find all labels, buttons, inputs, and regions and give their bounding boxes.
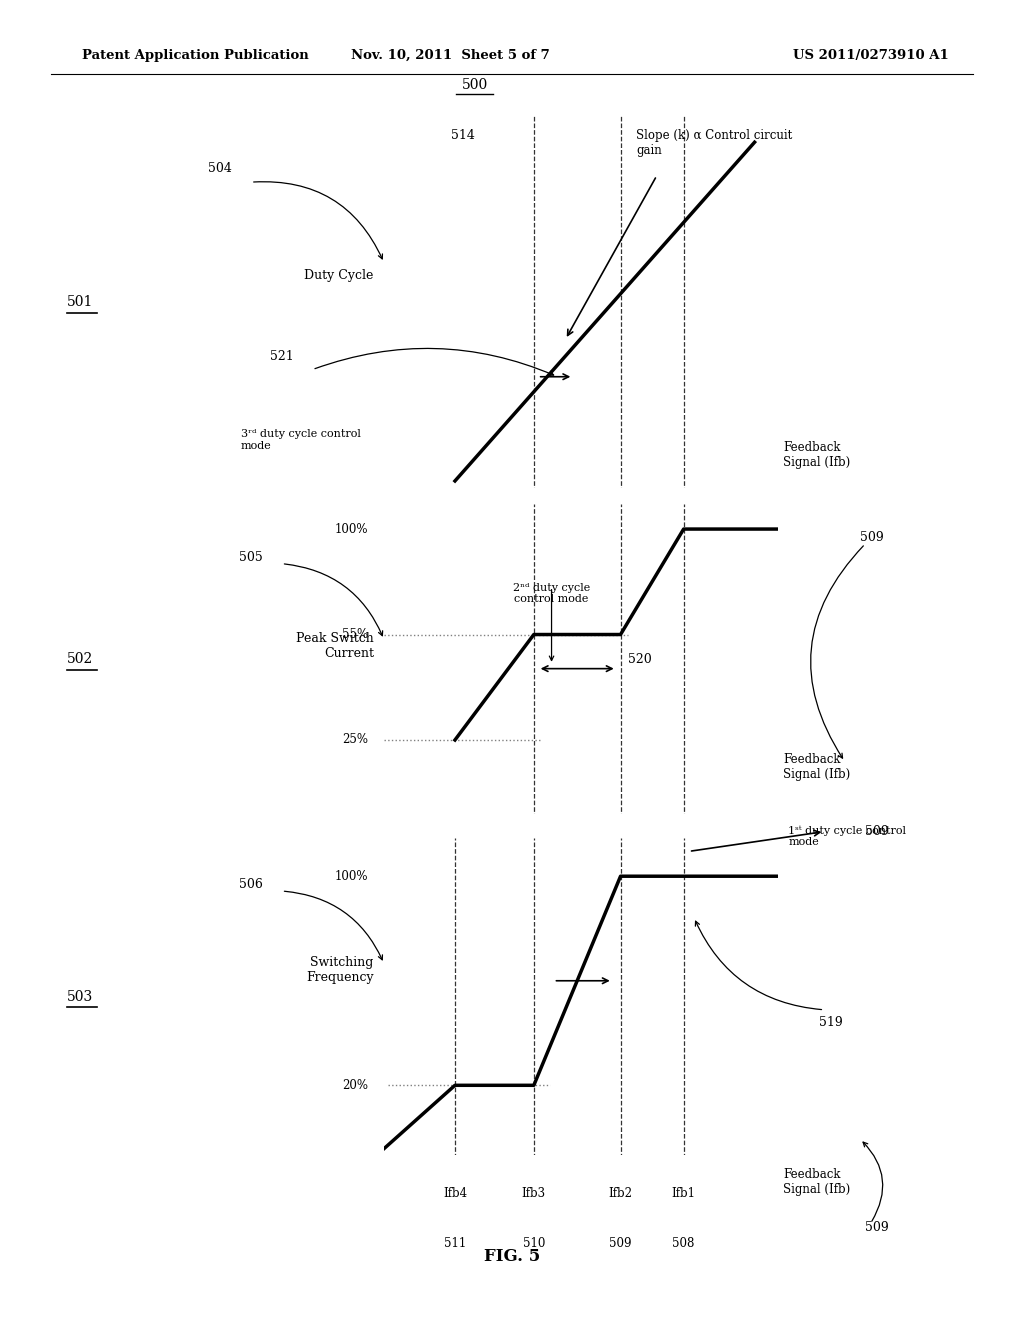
Text: Feedback
Signal (Ifb): Feedback Signal (Ifb) [783, 754, 851, 781]
Text: Nov. 10, 2011  Sheet 5 of 7: Nov. 10, 2011 Sheet 5 of 7 [351, 49, 550, 62]
Text: 509: 509 [860, 531, 884, 544]
Text: 20%: 20% [342, 1078, 369, 1092]
Text: Switching
Frequency: Switching Frequency [306, 956, 374, 985]
Text: Patent Application Publication: Patent Application Publication [82, 49, 308, 62]
Text: 520: 520 [629, 653, 652, 665]
Text: Ifb2: Ifb2 [608, 1187, 633, 1200]
Text: 100%: 100% [335, 523, 369, 536]
Text: 506: 506 [239, 878, 263, 891]
Text: 3ʳᵈ duty cycle control
mode: 3ʳᵈ duty cycle control mode [241, 429, 360, 450]
Text: 505: 505 [239, 550, 263, 564]
Text: 514: 514 [451, 129, 475, 143]
Text: Feedback
Signal (Ifb): Feedback Signal (Ifb) [783, 441, 851, 469]
Text: FIG. 5: FIG. 5 [484, 1249, 540, 1265]
Text: 521: 521 [269, 350, 294, 363]
Text: 504: 504 [208, 162, 232, 176]
Text: Peak Switch
Current: Peak Switch Current [296, 632, 374, 660]
Text: US 2011/0273910 A1: US 2011/0273910 A1 [793, 49, 948, 62]
Text: 502: 502 [67, 652, 93, 667]
Text: 503: 503 [67, 990, 93, 1003]
Text: 509: 509 [609, 1237, 632, 1250]
Text: Ifb1: Ifb1 [672, 1187, 695, 1200]
Text: 508: 508 [673, 1237, 695, 1250]
Text: Duty Cycle: Duty Cycle [304, 269, 374, 282]
Text: Slope (k) α Control circuit
gain: Slope (k) α Control circuit gain [636, 129, 793, 157]
Text: 25%: 25% [342, 734, 369, 747]
Text: 55%: 55% [342, 628, 369, 642]
Text: 519: 519 [819, 1016, 843, 1030]
Text: Ifb4: Ifb4 [443, 1187, 467, 1200]
Text: 509: 509 [865, 1221, 889, 1234]
Text: 100%: 100% [335, 870, 369, 883]
Text: 509: 509 [865, 825, 889, 838]
Text: 500: 500 [462, 78, 487, 92]
Text: 1ˢᵗ duty cycle control
mode: 1ˢᵗ duty cycle control mode [788, 825, 906, 847]
Text: Ifb3: Ifb3 [522, 1187, 546, 1200]
Text: 510: 510 [522, 1237, 545, 1250]
Text: Feedback
Signal (Ifb): Feedback Signal (Ifb) [783, 1168, 851, 1196]
Text: 501: 501 [67, 296, 93, 309]
Text: 2ⁿᵈ duty cycle
control mode: 2ⁿᵈ duty cycle control mode [513, 583, 590, 605]
Text: 511: 511 [443, 1237, 466, 1250]
